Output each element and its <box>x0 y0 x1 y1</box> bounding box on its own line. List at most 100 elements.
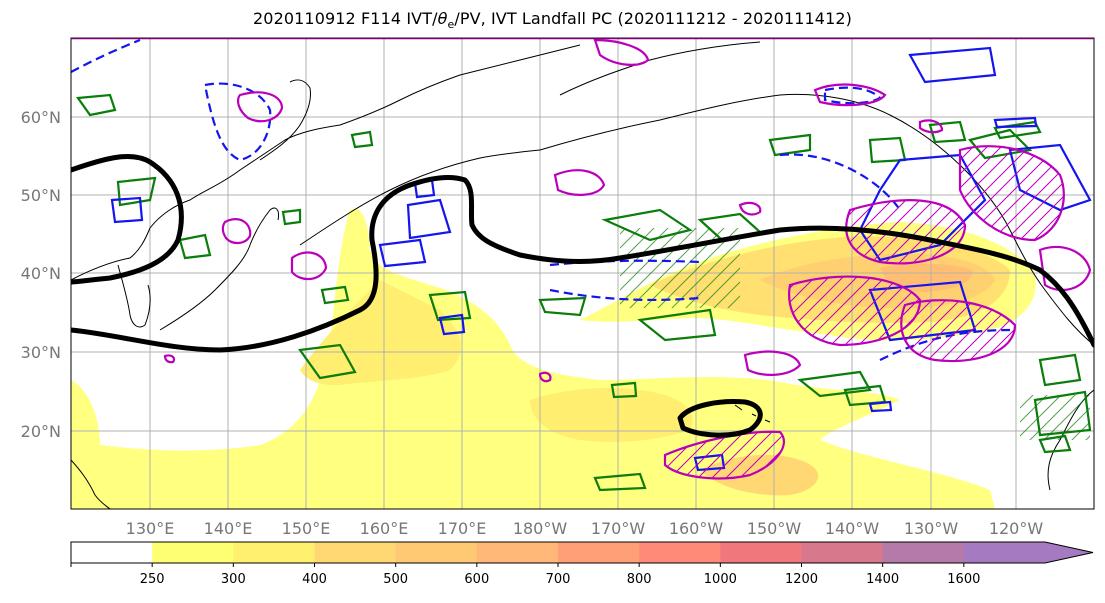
colorbar-segment <box>720 542 802 563</box>
coast-kamchatka <box>259 79 311 161</box>
lon-label: 150°E <box>282 519 331 538</box>
colorbar-segment <box>558 542 640 563</box>
coastlines <box>71 41 1094 509</box>
title-subscript: e <box>447 18 455 32</box>
longitude-labels: 130°E 140°E 150°E 160°E 170°E 180°W 170°W 160°W… <box>126 519 1044 538</box>
green-contour <box>428 290 472 322</box>
colorbar-segment <box>71 542 153 563</box>
colorbar-tick-label: 1200 <box>785 572 818 587</box>
blue-contour <box>908 46 997 84</box>
coast-aleutian-chain <box>299 149 541 246</box>
colorbar-tick-label: 800 <box>627 572 652 587</box>
ivt-core-max <box>880 263 973 292</box>
blue-contour <box>438 313 466 336</box>
lon-label: 160°W <box>669 519 724 538</box>
colorbar-tick-label: 500 <box>383 572 408 587</box>
lon-label: 170°W <box>591 519 646 538</box>
ivt-core-tropical <box>300 280 461 386</box>
coast-asia-east <box>71 44 581 281</box>
coast-japan <box>159 207 279 331</box>
magenta-hatch-region <box>901 300 1015 362</box>
green-hatch-region <box>1020 395 1090 440</box>
lon-label: 150°W <box>747 519 802 538</box>
latitude-labels: 60°N 50°N 40°N 30°N 20°N <box>21 108 61 441</box>
colorbar-tick-label: 1400 <box>866 572 899 587</box>
blue-dashed-contour <box>779 153 901 211</box>
lat-label: 60°N <box>21 108 61 127</box>
lon-label: 140°W <box>825 519 880 538</box>
lon-label: 180°W <box>513 519 568 538</box>
green-contour <box>116 176 157 207</box>
green-contour <box>593 472 647 492</box>
magenta-contour <box>738 201 762 216</box>
map-layers <box>71 38 1094 509</box>
magenta-contour <box>1038 245 1092 292</box>
coast-hawaii <box>734 404 771 423</box>
colorbar-tick-label: 700 <box>546 572 571 587</box>
magenta-contour <box>918 119 944 134</box>
coast-alaska <box>539 93 1094 346</box>
green-contour <box>1038 353 1082 387</box>
colorbar-segment <box>639 542 721 563</box>
lat-label: 30°N <box>21 343 61 362</box>
blue-contour <box>110 196 144 224</box>
magenta-hatch-region <box>960 146 1064 240</box>
graticule <box>71 38 1094 509</box>
colorbar-tick-label: 250 <box>140 572 165 587</box>
pv-contours <box>71 154 1094 438</box>
green-contour <box>610 381 638 399</box>
coast-alaska-west <box>559 41 761 96</box>
magenta-contour <box>290 251 328 281</box>
green-contour <box>350 130 374 149</box>
lat-label: 50°N <box>21 186 61 205</box>
colorbar-segment <box>395 542 478 563</box>
colorbar-tick-label: 1000 <box>704 572 737 587</box>
figure-title: 2020110912 F114 IVT/θe/PV, IVT Landfall … <box>0 9 1105 31</box>
colorbar-tick-label: 300 <box>221 572 246 587</box>
lat-label: 40°N <box>21 264 61 283</box>
ivt-plume-west <box>71 380 100 450</box>
green-contour <box>637 308 717 342</box>
magenta-contour <box>163 354 176 364</box>
blue-contour <box>868 400 893 413</box>
coast-korea <box>117 264 151 328</box>
colorbar-extend-arrow <box>1045 542 1093 563</box>
lon-label: 120°W <box>989 519 1044 538</box>
colorbar-tick-label: 1600 <box>947 572 980 587</box>
colorbar-segment <box>963 542 1046 563</box>
magenta-contour <box>743 350 802 376</box>
colorbar-segment <box>476 542 559 563</box>
green-contour <box>797 370 872 398</box>
green-contour <box>298 343 357 380</box>
title-suffix: /PV, IVT Landfall PC (2020111212 - 20201… <box>454 9 852 28</box>
green-contour <box>320 285 350 305</box>
colorbar-segment <box>152 542 234 563</box>
colorbar: 250 300 400 500 600 700 800 1000 1200 1400 1600 <box>70 541 1094 587</box>
ivt-core-south <box>530 388 693 442</box>
magenta-contour <box>221 218 252 245</box>
title-theta: θ <box>437 9 448 28</box>
colorbar-tick-label: 600 <box>464 572 489 587</box>
pv-contour-main <box>71 175 1094 353</box>
colorbar-segment <box>882 542 965 563</box>
lon-label: 130°W <box>904 519 959 538</box>
magenta-contour <box>237 91 284 123</box>
blue-contour <box>378 238 427 268</box>
magenta-contour <box>813 83 887 107</box>
lon-label: 160°E <box>360 519 409 538</box>
lat-label: 20°N <box>21 422 61 441</box>
green-contour <box>281 208 302 226</box>
green-contour <box>178 233 212 260</box>
magenta-contour <box>553 169 606 196</box>
colorbar-segment <box>314 542 397 563</box>
colorbar-segment <box>233 542 315 563</box>
magenta-hatch-region <box>846 200 965 264</box>
colorbar-outline <box>70 541 1094 564</box>
magenta-hatch-region <box>665 431 784 479</box>
green-contour <box>993 120 1042 140</box>
title-prefix: 2020110912 F114 IVT/ <box>253 9 438 28</box>
lon-label: 140°E <box>204 519 253 538</box>
green-contour <box>76 93 117 117</box>
coast-philippines <box>71 459 111 509</box>
pv-contour-west <box>71 154 184 285</box>
